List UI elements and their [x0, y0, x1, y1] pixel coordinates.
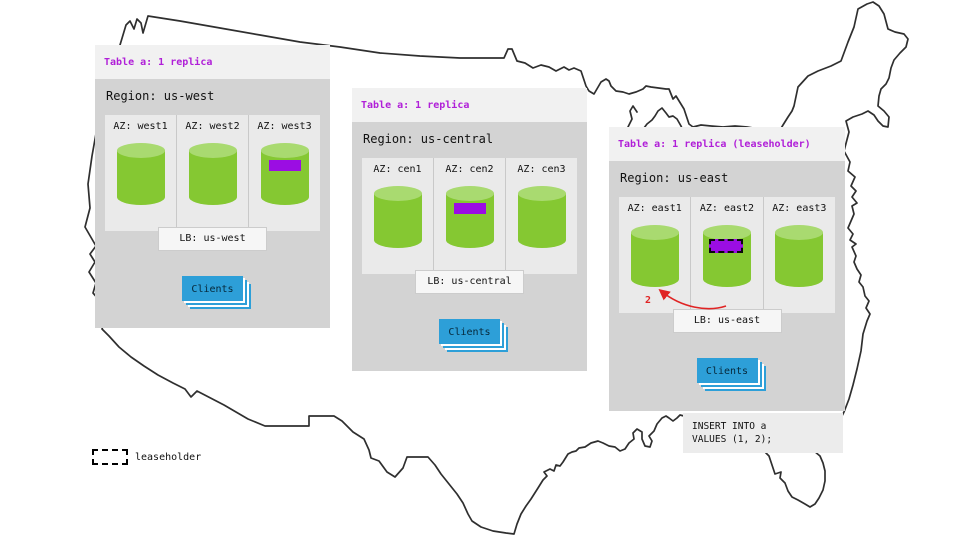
load-balancer-us-west: LB: us-west: [158, 227, 267, 251]
table-replica-label: Table a: 1 replica: [361, 99, 470, 111]
db-node-cylinder: [517, 186, 566, 248]
leaseholder-dash-icon: [92, 449, 128, 465]
db-node-cylinder: [775, 225, 824, 287]
az-container-us-east: AZ: east1 AZ: east2 AZ: east3: [619, 197, 835, 313]
az-label: AZ: west2: [185, 121, 240, 132]
load-balancer-us-east: LB: us-east: [672, 309, 782, 333]
replica-chip: [453, 203, 486, 214]
region-title-us-east: Region: us-east: [620, 171, 729, 185]
az-label: AZ: west1: [113, 121, 168, 132]
table-replica-header-us-west: Table a: 1 replica: [95, 45, 330, 79]
db-node-cylinder: [188, 143, 237, 205]
clients-button-us-west[interactable]: Clients: [182, 276, 243, 301]
az-label: AZ: east2: [699, 203, 755, 214]
region-panel-us-east: Table a: 1 replica (leaseholder) Region:…: [609, 127, 845, 411]
table-replica-label: Table a: 1 replica (leaseholder): [618, 138, 811, 150]
az-label: AZ: west3: [257, 121, 312, 132]
db-node-cylinder: [373, 186, 422, 248]
db-node-cylinder: [445, 186, 494, 248]
table-replica-label: Table a: 1 replica: [104, 56, 213, 68]
db-node-cylinder: [702, 225, 751, 287]
us-map-border-path: [84, 1, 909, 535]
az-cen1: AZ: cen1: [362, 158, 433, 274]
insert-line-2: VALUES (1, 2);: [692, 434, 773, 445]
az-cen3: AZ: cen3: [505, 158, 577, 274]
az-container-us-west: AZ: west1 AZ: west2 AZ: west3: [105, 115, 320, 231]
az-east2: AZ: east2: [690, 197, 762, 313]
az-west2: AZ: west2: [176, 115, 248, 231]
az-label: AZ: east1: [627, 203, 682, 214]
db-node-cylinder: [630, 225, 679, 287]
leaseholder-legend-label: leaseholder: [135, 451, 202, 463]
az-cen2: AZ: cen2: [433, 158, 505, 274]
table-replica-header-us-central: Table a: 1 replica: [352, 88, 587, 122]
leaseholder-replica-chip: [708, 239, 743, 253]
region-title-us-central: Region: us-central: [363, 132, 494, 146]
great-lakes-detail-path: [627, 105, 638, 128]
clients-button-us-east[interactable]: Clients: [696, 358, 758, 383]
region-panel-us-central: Table a: 1 replica Region: us-central AZ…: [352, 88, 587, 371]
az-west3: AZ: west3: [248, 115, 320, 231]
table-replica-header-us-east: Table a: 1 replica (leaseholder): [609, 127, 845, 161]
db-node-cylinder: [116, 143, 165, 205]
region-body-us-west: Region: us-west AZ: west1 AZ: west2 AZ: …: [95, 79, 330, 328]
region-panel-us-west: Table a: 1 replica Region: us-west AZ: w…: [95, 45, 330, 328]
leaseholder-legend: leaseholder: [92, 449, 201, 465]
az-container-us-central: AZ: cen1 AZ: cen2 AZ: cen3: [362, 158, 577, 274]
region-body-us-east: Region: us-east AZ: east1 AZ: east2 AZ: …: [609, 161, 845, 411]
region-title-us-west: Region: us-west: [106, 89, 215, 103]
db-node-cylinder: [260, 143, 309, 205]
insert-statement-note: INSERT INTO a VALUES (1, 2);: [683, 413, 843, 453]
az-label: AZ: east3: [772, 203, 827, 214]
az-east3: AZ: east3: [762, 197, 835, 313]
load-balancer-us-central: LB: us-central: [415, 270, 524, 294]
region-body-us-central: Region: us-central AZ: cen1 AZ: cen2 AZ:…: [352, 122, 587, 371]
az-label: AZ: cen1: [373, 164, 422, 175]
az-label: AZ: cen2: [445, 164, 494, 175]
clients-button-us-central[interactable]: Clients: [439, 319, 500, 344]
az-label: AZ: cen3: [517, 164, 566, 175]
insert-line-1: INSERT INTO a: [692, 421, 767, 432]
az-east1: AZ: east1: [619, 197, 690, 313]
replica-chip: [268, 160, 301, 171]
az-west1: AZ: west1: [105, 115, 176, 231]
great-lakes-detail-path-2: [643, 107, 685, 134]
